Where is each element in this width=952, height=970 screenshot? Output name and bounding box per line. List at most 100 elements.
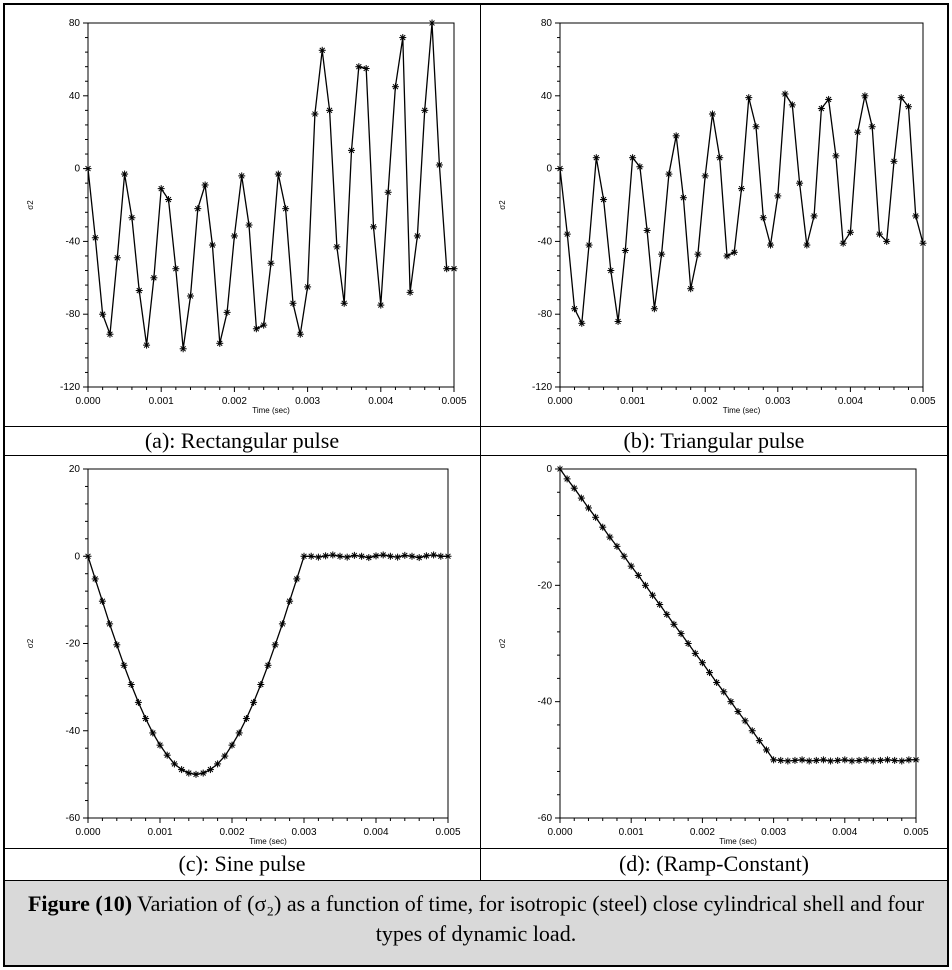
data-point — [599, 523, 607, 531]
data-point — [157, 185, 165, 193]
data-point — [450, 265, 458, 273]
chart-sine-pulse: 0.000 0.001 0.002 0.003 0.004 0.005 20 0 -20 -40 -… — [26, 464, 461, 846]
data-point — [267, 259, 275, 267]
data-point — [430, 551, 438, 559]
data-point — [701, 172, 709, 180]
data-point — [556, 165, 564, 173]
figure-caption: Figure (10) Variation of (σ₂) as a funct… — [5, 880, 947, 965]
series-line — [87, 22, 454, 349]
data-point — [620, 552, 628, 560]
y-tick-label: 80 — [69, 18, 81, 29]
data-point — [827, 757, 835, 765]
data-point — [706, 669, 714, 677]
data-point — [890, 157, 898, 165]
data-point — [868, 123, 876, 131]
data-point — [855, 756, 863, 764]
data-point — [784, 757, 792, 765]
data-point — [919, 239, 927, 247]
data-point — [318, 46, 326, 54]
data-point — [278, 620, 286, 628]
x-tick-label: 0.002 — [222, 396, 247, 407]
data-point — [274, 170, 282, 178]
data-point — [687, 285, 695, 293]
data-point — [372, 552, 380, 560]
data-point — [832, 152, 840, 160]
figure-frame — [3, 3, 949, 967]
series-line — [559, 92, 924, 326]
data-point — [408, 552, 416, 560]
data-point — [600, 196, 608, 204]
y-axis-label: σ2 — [498, 200, 507, 210]
data-point — [762, 746, 770, 754]
y-axis-label: σ2 — [498, 638, 507, 648]
data-point — [738, 185, 745, 193]
data-point — [614, 317, 622, 325]
y-tick-label: 0 — [546, 464, 552, 475]
x-tick-label: 0.001 — [147, 827, 172, 838]
data-point — [413, 232, 421, 240]
data-point — [178, 766, 186, 774]
data-point — [684, 640, 692, 647]
x-tick-label: 0.003 — [291, 827, 316, 838]
data-point — [322, 552, 330, 560]
data-point — [135, 287, 143, 295]
data-point — [798, 756, 806, 764]
data-point — [179, 345, 187, 353]
data-point — [443, 265, 451, 273]
data-point — [365, 554, 373, 562]
data-point — [694, 250, 702, 258]
data-point — [841, 756, 849, 764]
data-point — [238, 172, 246, 180]
data-point — [698, 659, 706, 667]
data-point — [406, 288, 414, 296]
data-point — [214, 760, 222, 768]
data-point — [663, 610, 671, 618]
data-point — [377, 301, 385, 309]
y-tick-label: 40 — [541, 91, 553, 102]
data-point — [98, 597, 106, 605]
data-point — [788, 101, 796, 109]
x-tick-label: 0.001 — [620, 396, 645, 407]
data-point — [805, 757, 813, 765]
series-line — [559, 468, 916, 762]
data-point — [99, 310, 107, 318]
data-point — [592, 154, 600, 162]
data-point — [556, 465, 564, 473]
divider-vertical — [480, 5, 481, 880]
data-point — [113, 254, 121, 262]
plot-area — [87, 22, 455, 388]
data-point — [128, 214, 136, 222]
data-point — [221, 752, 229, 760]
data-point — [300, 552, 308, 560]
x-tick-label: 0.004 — [838, 396, 863, 407]
x-axis-label: Time (sec) — [723, 406, 761, 415]
plot-area — [559, 22, 924, 388]
data-point — [384, 188, 392, 196]
x-tick-label: 0.005 — [441, 396, 466, 407]
data-point — [311, 110, 319, 118]
data-point — [91, 234, 99, 242]
data-point — [289, 299, 297, 307]
data-point — [106, 330, 114, 338]
data-point — [415, 554, 423, 562]
data-point — [435, 161, 443, 169]
x-tick-label: 0.000 — [547, 396, 572, 407]
y-axis-label: σ2 — [26, 200, 35, 210]
y-tick-label: -40 — [538, 697, 553, 708]
data-point — [192, 770, 200, 778]
x-tick-label: 0.004 — [363, 827, 388, 838]
plot-area — [559, 468, 917, 819]
y-tick-label: 20 — [69, 464, 81, 475]
data-point — [286, 597, 294, 605]
data-point — [329, 551, 337, 559]
data-point — [861, 92, 869, 100]
data-point — [606, 533, 614, 541]
data-point — [421, 106, 429, 114]
data-point — [84, 165, 92, 173]
y-tick-label: 0 — [546, 164, 552, 175]
data-point — [585, 241, 593, 249]
data-point — [307, 552, 315, 560]
x-tick-label: 0.000 — [547, 827, 572, 838]
caption-c: (c): Sine pulse — [178, 851, 306, 876]
data-point — [777, 756, 785, 764]
